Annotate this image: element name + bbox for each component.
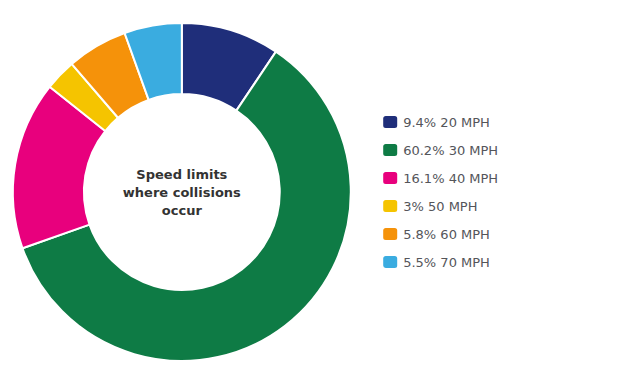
svg-text:16.1% 40 MPH: 16.1% 40 MPH (403, 171, 498, 186)
svg-text:Speed limits: Speed limits (136, 167, 227, 182)
svg-text:60.2% 30 MPH: 60.2% 30 MPH (403, 143, 498, 158)
svg-text:where collisions: where collisions (123, 185, 241, 200)
svg-text:5.5% 70 MPH: 5.5% 70 MPH (403, 255, 490, 270)
svg-text:5.8% 60 MPH: 5.8% 60 MPH (403, 227, 490, 242)
svg-text:occur: occur (162, 203, 203, 218)
svg-text:9.4% 20 MPH: 9.4% 20 MPH (403, 115, 490, 130)
svg-text:3% 50 MPH: 3% 50 MPH (403, 199, 477, 214)
